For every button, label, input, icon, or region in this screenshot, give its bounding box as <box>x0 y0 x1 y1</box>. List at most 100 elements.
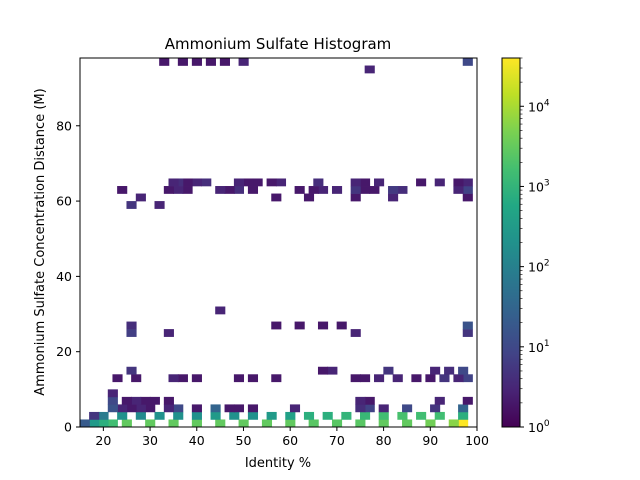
heatmap-cell <box>163 396 174 405</box>
colorbar-tick-label: 100 <box>528 419 550 435</box>
heatmap-cell <box>350 178 361 187</box>
heatmap-cell <box>458 411 469 420</box>
heatmap-cell <box>135 404 146 413</box>
colorbar-axis: 100 101 102 103 104 <box>520 57 550 435</box>
heatmap-cell <box>233 374 245 383</box>
heatmap-cell <box>173 404 184 413</box>
y-axis: 0 20 40 60 80 <box>56 118 80 435</box>
heatmap-cell <box>89 419 100 428</box>
heatmap-cell <box>303 193 315 202</box>
colorbar-tick-label: 104 <box>528 98 550 114</box>
heatmap-cell <box>121 396 132 405</box>
heatmap-cell <box>112 374 123 383</box>
heatmap-cell <box>331 186 343 194</box>
heatmap-cell <box>453 186 464 194</box>
heatmap-cell <box>350 186 361 194</box>
heatmap-cell <box>369 186 380 194</box>
heatmap-cell <box>364 396 375 405</box>
heatmap-cell <box>210 404 221 413</box>
x-tick-label: 30 <box>142 433 158 448</box>
heatmap-cell <box>411 374 422 383</box>
heatmap-cell <box>350 329 361 337</box>
heatmap-cell <box>80 419 90 428</box>
heatmap-cell <box>126 329 137 337</box>
heatmap-cell <box>117 411 128 420</box>
x-tick-label: 70 <box>329 433 345 448</box>
heatmap-cell <box>168 178 179 187</box>
heatmap-cell <box>247 411 259 420</box>
heatmap-cell <box>430 366 441 375</box>
heatmap-cell <box>308 186 319 194</box>
heatmap-cell <box>201 178 212 187</box>
heatmap-cell <box>126 201 137 209</box>
colorbar-tick-label: 102 <box>528 259 550 275</box>
heatmap-cell <box>215 419 226 428</box>
y-tick-label: 40 <box>56 269 72 284</box>
y-tick-label: 80 <box>56 118 72 133</box>
heatmap-cell <box>360 186 371 194</box>
x-axis-label: Identity % <box>245 456 311 471</box>
heatmap-cell <box>341 411 352 420</box>
heatmap-cell <box>416 178 427 187</box>
heatmap-cell <box>233 404 245 413</box>
heatmap-cell <box>191 411 202 420</box>
heatmap-cell <box>191 178 202 187</box>
heatmap-cell <box>191 58 202 66</box>
heatmap-cell <box>453 178 464 187</box>
x-tick-label: 80 <box>376 433 392 448</box>
heatmap-cell <box>313 178 324 187</box>
heatmap-cell <box>355 396 366 405</box>
heatmap-cell <box>271 193 282 202</box>
heatmap-cell <box>126 366 137 375</box>
heatmap-cell <box>121 419 132 428</box>
y-axis-label: Ammonium Sulfate Concentration Distance … <box>33 88 48 395</box>
heatmap-cell <box>117 404 128 413</box>
heatmap-cell <box>434 396 445 405</box>
heatmap-cell <box>107 404 118 413</box>
heatmap-cell <box>336 321 347 330</box>
x-tick-label: 100 <box>465 433 489 448</box>
heatmap-cell <box>233 178 245 187</box>
heatmap-cell <box>131 396 142 405</box>
heatmap-cell <box>378 419 389 428</box>
heatmap-cell <box>135 193 146 202</box>
heatmap-cell <box>191 419 202 428</box>
plot-frame <box>79 57 478 428</box>
heatmap-cell <box>266 411 277 420</box>
heatmap-cell <box>462 58 473 66</box>
heatmap-cell <box>360 178 371 187</box>
heatmap-cell <box>243 178 254 187</box>
heatmap-cell <box>266 178 277 187</box>
heatmap-cell <box>247 186 259 194</box>
heatmap-cell <box>135 411 146 420</box>
heatmap-cell <box>285 419 296 428</box>
colorbar <box>501 57 521 428</box>
heatmap-cell <box>215 306 226 315</box>
heatmap-cell <box>168 419 179 428</box>
heatmap-cell <box>271 321 282 330</box>
heatmap-cell <box>173 186 184 194</box>
y-tick-label: 20 <box>56 344 72 359</box>
heatmap-cell <box>173 411 184 420</box>
heatmap-cell <box>430 404 441 413</box>
heatmap-cell <box>131 374 142 383</box>
x-tick-label: 40 <box>189 433 205 448</box>
heatmap-cell <box>462 178 473 187</box>
heatmap-cell <box>303 411 315 420</box>
heatmap-cell <box>355 419 366 428</box>
heatmap-cell <box>275 178 287 187</box>
heatmap-cell <box>458 366 469 375</box>
heatmap-cell <box>163 329 174 337</box>
heatmap-cell <box>388 193 399 202</box>
x-tick-label: 60 <box>282 433 298 448</box>
heatmap-cell <box>219 58 230 66</box>
heatmap-cell <box>229 411 240 420</box>
colorbar-tick-label: 101 <box>528 339 550 355</box>
heatmap-cell <box>107 389 118 398</box>
heatmap-cell <box>397 186 408 194</box>
heatmap-cell <box>117 186 128 194</box>
heatmap-cell <box>462 329 473 337</box>
heatmap-cell <box>145 419 156 428</box>
heatmap-cell <box>317 321 329 330</box>
heatmap-cell <box>163 404 174 413</box>
